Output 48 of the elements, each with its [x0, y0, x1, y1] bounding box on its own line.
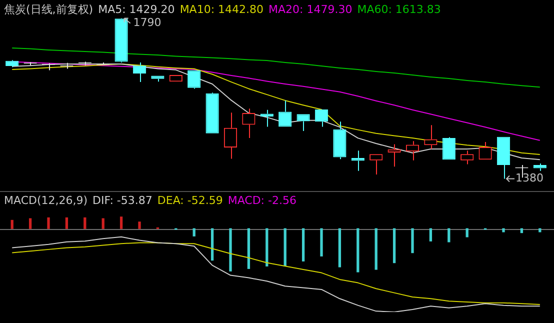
bar [102, 218, 104, 229]
bar [356, 228, 360, 272]
bar [84, 217, 86, 229]
bar [320, 228, 323, 256]
bar [338, 228, 342, 268]
text: MA10: 1442.80 [180, 3, 264, 16]
candlestick [496, 136, 510, 180]
bar [120, 216, 123, 229]
candlestick [132, 62, 146, 83]
bar [65, 217, 68, 229]
bar [302, 228, 305, 262]
chart-title: MACD(12,26,9) [4, 194, 88, 207]
bar [466, 228, 468, 238]
candlestick [351, 150, 364, 172]
text: DEA: -52.59 [157, 194, 223, 207]
candlestick [333, 121, 346, 160]
candlestick [460, 150, 474, 165]
chart-title: 焦炭(日线,前复权) [4, 3, 94, 16]
bar [28, 218, 32, 229]
bar [229, 228, 232, 272]
bar [392, 228, 396, 264]
candlestick [206, 92, 219, 134]
bar [502, 228, 505, 232]
text: DIF: -53.87 [92, 194, 152, 207]
bar [10, 220, 14, 229]
bar [247, 228, 250, 269]
text: MA5: 1429.20 [98, 3, 175, 16]
bar [210, 228, 214, 261]
candlestick [151, 76, 164, 82]
bar [429, 228, 432, 242]
annotation: 1790 [133, 16, 162, 30]
bar [47, 217, 50, 229]
bar [411, 228, 414, 254]
bar [284, 228, 286, 266]
text: MA20: 1479.30 [268, 3, 352, 16]
annotation: 1380 [516, 172, 544, 185]
candlestick [424, 124, 438, 150]
bar [138, 222, 141, 229]
candlestick [370, 154, 383, 175]
text: MA60: 1613.83 [357, 3, 441, 16]
bar [192, 228, 196, 236]
bar [448, 228, 450, 242]
candlestick [6, 60, 19, 68]
candlestick [406, 140, 420, 161]
bar [374, 228, 378, 270]
bar [266, 228, 268, 266]
candlestick [388, 144, 401, 168]
series-label: MACD: -2.56 [228, 194, 296, 207]
